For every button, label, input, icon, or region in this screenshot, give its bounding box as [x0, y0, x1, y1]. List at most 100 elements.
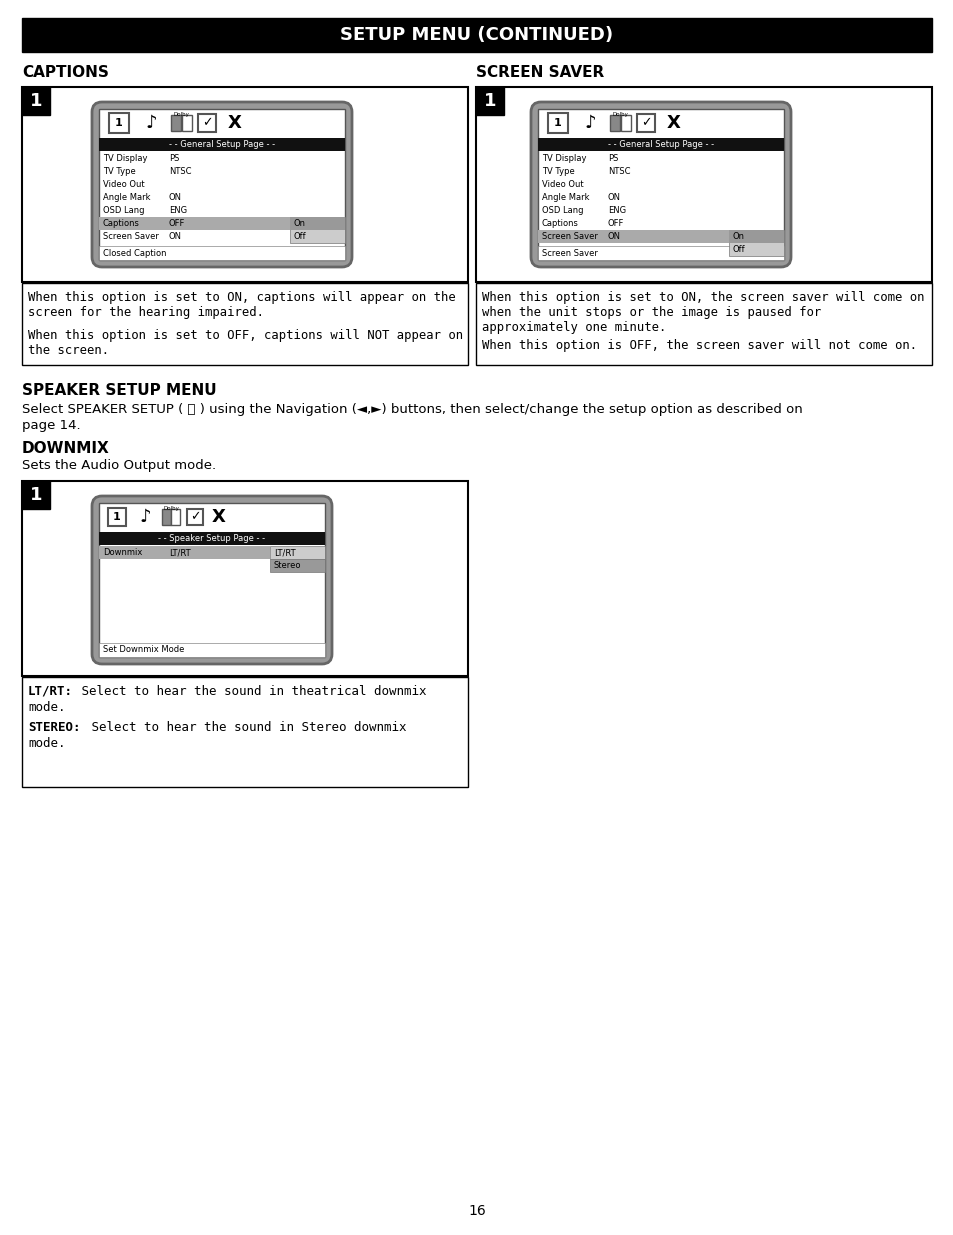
- Text: Select to hear the sound in Stereo downmix: Select to hear the sound in Stereo downm…: [84, 721, 406, 734]
- Text: SCREEN SAVER: SCREEN SAVER: [476, 65, 603, 80]
- Text: X: X: [212, 508, 226, 526]
- Text: ON: ON: [169, 232, 182, 241]
- Text: Screen Saver: Screen Saver: [541, 248, 598, 258]
- Bar: [537, 246, 783, 261]
- Bar: [99, 546, 270, 559]
- Text: OFF: OFF: [607, 219, 623, 228]
- Text: 1: 1: [30, 91, 42, 110]
- Text: On: On: [294, 219, 306, 228]
- Text: Screen Saver: Screen Saver: [103, 232, 159, 241]
- Text: OSD Lang: OSD Lang: [103, 206, 144, 215]
- Text: Sets the Audio Output mode.: Sets the Audio Output mode.: [22, 459, 216, 472]
- Text: STEREO:: STEREO:: [28, 721, 80, 734]
- Text: ♪: ♪: [139, 508, 151, 526]
- Text: Angle Mark: Angle Mark: [103, 193, 151, 203]
- Text: Dolby: Dolby: [172, 112, 189, 117]
- Text: When this option is set to ON, the screen saver will come on
when the unit stops: When this option is set to ON, the scree…: [481, 291, 923, 333]
- Text: ✓: ✓: [201, 116, 212, 130]
- Text: PS: PS: [607, 154, 618, 163]
- Text: Set Downmix Mode: Set Downmix Mode: [103, 646, 184, 655]
- Bar: [162, 509, 171, 525]
- Text: When this option is set to OFF, captions will NOT appear on
the screen.: When this option is set to OFF, captions…: [28, 329, 462, 357]
- Bar: [22, 86, 468, 282]
- Text: OSD Lang: OSD Lang: [541, 206, 583, 215]
- Bar: [109, 112, 129, 133]
- Bar: [537, 230, 728, 243]
- Bar: [476, 86, 931, 282]
- Bar: [637, 114, 655, 132]
- Bar: [537, 138, 783, 151]
- FancyBboxPatch shape: [91, 496, 332, 664]
- Bar: [99, 217, 290, 230]
- Text: ✓: ✓: [190, 510, 200, 524]
- Text: LT/RT: LT/RT: [274, 548, 295, 557]
- Text: 1: 1: [30, 487, 42, 504]
- Bar: [22, 19, 931, 52]
- Bar: [182, 115, 192, 131]
- Text: LT/RT: LT/RT: [169, 548, 191, 557]
- Text: ON: ON: [169, 193, 182, 203]
- Text: Screen Saver: Screen Saver: [541, 232, 598, 241]
- Bar: [290, 217, 345, 230]
- Bar: [99, 138, 345, 151]
- Text: - - Speaker Setup Page - -: - - Speaker Setup Page - -: [158, 534, 265, 543]
- Text: OFF: OFF: [169, 219, 185, 228]
- Bar: [171, 509, 180, 525]
- Bar: [22, 86, 50, 115]
- Text: TV Type: TV Type: [103, 167, 135, 177]
- Text: When this option is set to ON, captions will appear on the
screen for the hearin: When this option is set to ON, captions …: [28, 291, 456, 319]
- Text: ENG: ENG: [607, 206, 625, 215]
- Text: TV Type: TV Type: [541, 167, 574, 177]
- Bar: [99, 643, 325, 657]
- Text: ✓: ✓: [640, 116, 651, 130]
- Bar: [290, 217, 345, 243]
- Text: ON: ON: [607, 232, 620, 241]
- Bar: [99, 109, 345, 261]
- Bar: [22, 480, 50, 509]
- Bar: [22, 283, 468, 366]
- Text: ♪: ♪: [145, 114, 156, 132]
- Text: ♪: ♪: [583, 114, 595, 132]
- Bar: [22, 677, 468, 787]
- Text: Angle Mark: Angle Mark: [541, 193, 589, 203]
- Text: X: X: [228, 114, 242, 132]
- Bar: [620, 115, 630, 131]
- Text: mode.: mode.: [28, 737, 66, 750]
- Text: ENG: ENG: [169, 206, 187, 215]
- Bar: [108, 508, 126, 526]
- Text: 1: 1: [483, 91, 496, 110]
- Text: - - General Setup Page - -: - - General Setup Page - -: [607, 140, 713, 149]
- Text: Select SPEAKER SETUP ( ⧖ ) using the Navigation (◄,►) buttons, then select/chang: Select SPEAKER SETUP ( ⧖ ) using the Nav…: [22, 403, 801, 416]
- Bar: [99, 532, 325, 545]
- Text: mode.: mode.: [28, 701, 66, 714]
- Text: 16: 16: [468, 1204, 485, 1218]
- Text: 1: 1: [113, 513, 121, 522]
- Text: DOWNMIX: DOWNMIX: [22, 441, 110, 456]
- Text: Downmix: Downmix: [103, 548, 142, 557]
- Bar: [171, 115, 181, 131]
- Bar: [728, 230, 783, 243]
- Text: TV Display: TV Display: [103, 154, 148, 163]
- Bar: [22, 480, 468, 676]
- Text: Off: Off: [732, 245, 745, 254]
- Bar: [99, 503, 325, 657]
- Text: CAPTIONS: CAPTIONS: [22, 65, 109, 80]
- Text: Off: Off: [294, 232, 306, 241]
- Text: On: On: [732, 232, 744, 241]
- Text: ON: ON: [607, 193, 620, 203]
- Text: PS: PS: [169, 154, 179, 163]
- Bar: [476, 86, 503, 115]
- Bar: [270, 559, 325, 572]
- Bar: [547, 112, 567, 133]
- Bar: [609, 115, 619, 131]
- Text: Dolby: Dolby: [163, 506, 179, 511]
- Text: page 14.: page 14.: [22, 419, 81, 432]
- Bar: [99, 246, 345, 261]
- Text: Captions: Captions: [103, 219, 140, 228]
- Text: - - General Setup Page - -: - - General Setup Page - -: [169, 140, 274, 149]
- Text: SPEAKER SETUP MENU: SPEAKER SETUP MENU: [22, 383, 216, 398]
- Text: 1: 1: [554, 119, 561, 128]
- FancyBboxPatch shape: [531, 103, 790, 267]
- Text: LT/RT:: LT/RT:: [28, 685, 73, 698]
- Bar: [476, 283, 931, 366]
